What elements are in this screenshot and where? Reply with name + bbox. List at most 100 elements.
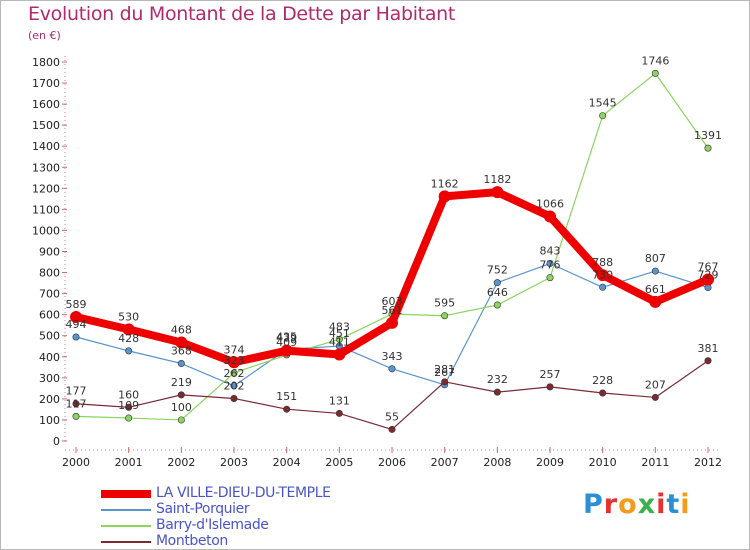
data-point xyxy=(175,336,188,349)
data-point xyxy=(70,310,82,323)
data-label: 343 xyxy=(382,350,403,363)
y-tick-label: 800 xyxy=(39,267,60,280)
data-label: 776 xyxy=(540,259,561,272)
data-label: 117 xyxy=(66,397,87,410)
data-point xyxy=(649,295,662,308)
data-label: 530 xyxy=(118,310,139,323)
data-label: 729 xyxy=(698,269,719,282)
data-point xyxy=(599,112,607,120)
data-point xyxy=(704,144,712,152)
data-label: 843 xyxy=(540,245,561,258)
data-label: 409 xyxy=(276,336,297,349)
data-point xyxy=(333,348,346,361)
y-tick-label: 0 xyxy=(53,435,60,448)
y-tick-label: 700 xyxy=(39,288,60,301)
data-label: 767 xyxy=(698,261,719,274)
legend-swatch xyxy=(101,525,151,527)
data-point xyxy=(599,283,607,291)
data-label: 219 xyxy=(171,376,192,389)
legend-swatch xyxy=(101,541,151,543)
y-tick-label: 1100 xyxy=(32,203,60,216)
legend-label: Saint-Porquier xyxy=(156,501,250,517)
x-tick-label: 2008 xyxy=(483,456,511,469)
data-label: 603 xyxy=(382,295,403,308)
data-point xyxy=(125,347,133,355)
y-tick-label: 1000 xyxy=(32,224,60,237)
data-point xyxy=(177,416,185,424)
data-label: 232 xyxy=(487,373,508,386)
data-point xyxy=(491,186,504,199)
data-label: 202 xyxy=(224,379,245,392)
data-label: 228 xyxy=(592,374,613,387)
data-label: 468 xyxy=(171,323,192,336)
data-label: 1162 xyxy=(431,177,459,190)
data-point xyxy=(546,260,554,268)
data-point xyxy=(438,190,451,203)
data-label: 100 xyxy=(171,401,192,414)
data-point xyxy=(228,356,240,369)
data-label: 109 xyxy=(118,399,139,412)
data-label: 428 xyxy=(118,332,139,345)
data-label: 257 xyxy=(540,368,561,381)
data-point xyxy=(177,360,185,368)
data-point xyxy=(702,273,714,286)
chart-title: Evolution du Montant de la Dette par Hab… xyxy=(28,3,456,25)
data-point xyxy=(230,382,238,390)
x-tick-label: 2006 xyxy=(378,456,406,469)
data-point xyxy=(125,403,133,411)
data-point xyxy=(546,274,554,282)
data-point xyxy=(546,383,554,391)
logo-letter: P xyxy=(583,489,604,520)
data-point xyxy=(122,323,135,336)
data-label: 807 xyxy=(645,252,666,265)
data-label: 788 xyxy=(592,256,613,269)
chart-subtitle: (en €) xyxy=(28,29,61,42)
data-point xyxy=(596,269,609,282)
data-label: 411 xyxy=(329,335,350,348)
data-label: 429 xyxy=(276,332,297,345)
data-label: 494 xyxy=(66,318,87,331)
data-point xyxy=(283,405,291,413)
legend-swatch xyxy=(101,509,151,511)
data-label: 1391 xyxy=(694,129,722,142)
x-tick-label: 2010 xyxy=(589,456,617,469)
x-tick-label: 2011 xyxy=(641,456,669,469)
data-label: 207 xyxy=(645,378,666,391)
data-point xyxy=(544,210,556,223)
data-label: 177 xyxy=(66,385,87,398)
y-tick-label: 600 xyxy=(39,309,60,322)
data-labels-layer: 494 428 368 262 435 451 343 267 752 843 730 807 729 1… xyxy=(66,54,723,423)
data-label: 1746 xyxy=(641,54,669,67)
data-label: 661 xyxy=(645,283,666,296)
data-label: 451 xyxy=(329,327,350,340)
data-label: 55 xyxy=(385,410,399,423)
x-tick-label: 2009 xyxy=(536,456,564,469)
x-tick-label: 2005 xyxy=(325,456,353,469)
data-point xyxy=(72,333,80,341)
series-line xyxy=(72,188,712,367)
y-tick-label: 500 xyxy=(39,330,60,343)
y-tick-label: 900 xyxy=(39,246,60,259)
legend-label: Barry-d'Islemade xyxy=(156,517,269,533)
data-point xyxy=(125,414,133,422)
x-tick-label: 2012 xyxy=(694,456,722,469)
data-label: 131 xyxy=(329,394,350,407)
data-point xyxy=(651,267,659,275)
y-tick-label: 300 xyxy=(39,372,60,385)
data-point xyxy=(177,391,185,399)
data-label: 281 xyxy=(434,363,455,376)
x-tick-label: 2007 xyxy=(431,456,459,469)
logo-letter: t xyxy=(666,489,681,520)
data-label: 381 xyxy=(698,342,719,355)
y-tick-label: 1300 xyxy=(32,161,60,174)
data-point xyxy=(230,369,238,377)
y-tick-label: 1500 xyxy=(32,119,60,132)
data-point xyxy=(335,409,343,417)
proxiti-logo: Proxiti xyxy=(583,489,691,520)
data-label: 368 xyxy=(171,345,192,358)
y-tick-label: 400 xyxy=(39,351,60,364)
data-label: 1545 xyxy=(589,97,617,110)
x-tick-label: 2004 xyxy=(273,456,301,469)
